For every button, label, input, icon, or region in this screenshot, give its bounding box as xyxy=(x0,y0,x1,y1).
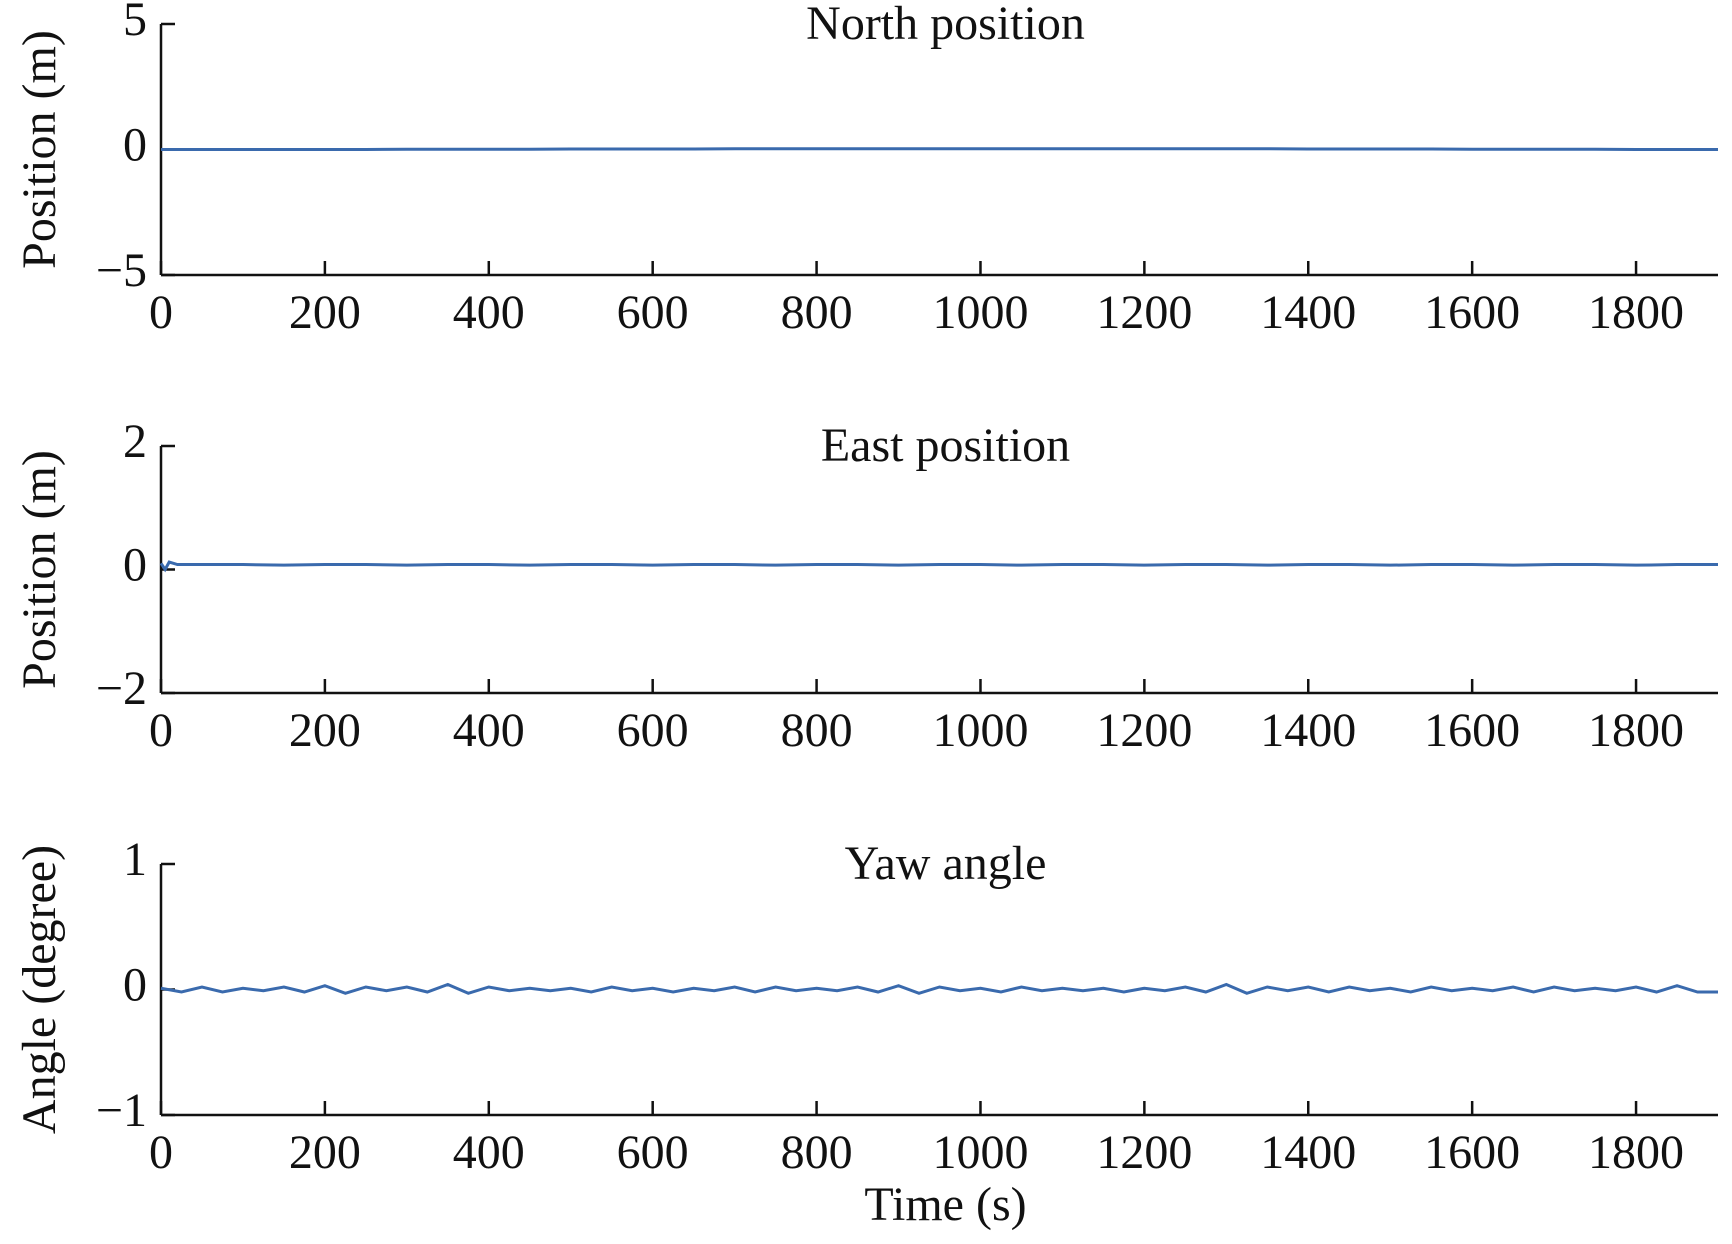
y-tick-label: 0 xyxy=(123,119,147,172)
y-tick-label: 1 xyxy=(123,833,147,886)
x-tick-label: 600 xyxy=(617,1126,689,1179)
x-tick-label: 1200 xyxy=(1096,286,1192,339)
x-tick-label: 800 xyxy=(781,286,853,339)
x-tick-label: 1400 xyxy=(1260,1126,1356,1179)
x-tick-label: 1400 xyxy=(1260,704,1356,757)
x-tick-label: 200 xyxy=(289,1126,361,1179)
x-tick-label: 200 xyxy=(289,704,361,757)
data-line xyxy=(159,560,1718,573)
x-tick-label: 1000 xyxy=(932,286,1028,339)
y-axis-label: Position (m) xyxy=(13,450,66,689)
x-tick-label: 200 xyxy=(289,286,361,339)
x-tick-label: 1600 xyxy=(1424,1126,1520,1179)
x-tick-label: 1800 xyxy=(1588,1126,1684,1179)
y-tick-label: −2 xyxy=(96,662,147,715)
y-tick-label: 0 xyxy=(123,959,147,1012)
x-tick-label: 1600 xyxy=(1424,286,1520,339)
y-tick-label: −1 xyxy=(96,1084,147,1137)
x-tick-label: 1000 xyxy=(932,704,1028,757)
chart-title: Yaw angle xyxy=(845,837,1047,890)
y-axis-label: Position (m) xyxy=(13,30,66,269)
x-tick-label: 600 xyxy=(617,704,689,757)
x-tick-label: 1800 xyxy=(1588,286,1684,339)
x-tick-label: 800 xyxy=(781,1126,853,1179)
x-tick-label: 1000 xyxy=(932,1126,1028,1179)
x-tick-label: 800 xyxy=(781,704,853,757)
x-tick-label: 400 xyxy=(453,704,525,757)
chart-title: East position xyxy=(821,419,1070,472)
x-tick-label: 1600 xyxy=(1424,704,1520,757)
y-tick-label: 2 xyxy=(123,415,147,468)
data-line xyxy=(161,147,1718,151)
x-tick-label: 0 xyxy=(149,286,173,339)
x-tick-label: 0 xyxy=(149,704,173,757)
y-tick-label: 5 xyxy=(123,0,147,46)
x-tick-label: 400 xyxy=(453,286,525,339)
x-tick-label: 400 xyxy=(453,1126,525,1179)
x-tick-label: 0 xyxy=(149,1126,173,1179)
x-axis-label: Time (s) xyxy=(864,1178,1026,1231)
y-axis-label: Angle (degree) xyxy=(13,845,66,1134)
x-tick-label: 600 xyxy=(617,286,689,339)
x-tick-label: 1200 xyxy=(1096,1126,1192,1179)
y-tick-label: −5 xyxy=(96,244,147,297)
chart-title: North position xyxy=(806,0,1085,50)
y-tick-label: 0 xyxy=(123,539,147,592)
x-tick-label: 1800 xyxy=(1588,704,1684,757)
x-tick-label: 1400 xyxy=(1260,286,1356,339)
data-line xyxy=(160,982,1718,995)
x-tick-label: 1200 xyxy=(1096,704,1192,757)
